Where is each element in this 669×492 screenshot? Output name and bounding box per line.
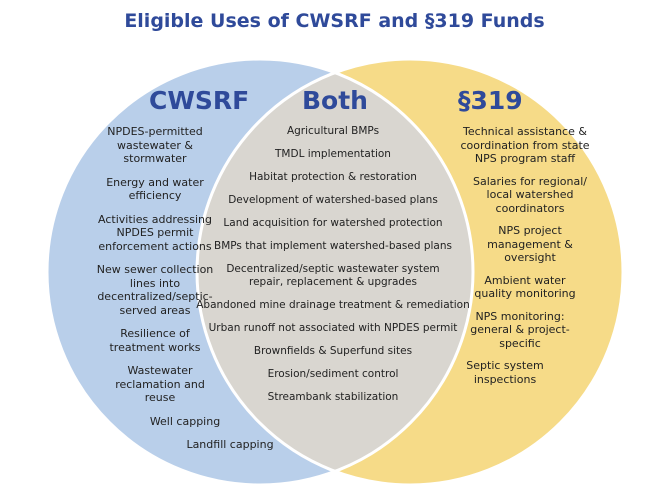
cwsrf-item: New sewer collection lines into decentra… [96, 263, 214, 317]
cwsrf-heading: CWSRF [149, 86, 250, 115]
s319-item: Ambient water quality monitoring [474, 273, 576, 301]
both-item: TMDL implementation [275, 148, 391, 160]
both-item: Streambank stabilization [267, 391, 399, 403]
s319-heading: §319 [458, 86, 523, 115]
s319-list: Technical assistance & coordination from… [455, 125, 605, 395]
cwsrf-item: Energy and water efficiency [106, 175, 204, 203]
both-item: Agricultural BMPs [286, 125, 380, 137]
both-item: Abandoned mine drainage treatment & reme… [196, 299, 470, 311]
s319-item: NPS project management & oversight [487, 224, 573, 264]
s319-item: Salaries for regional/ local watershed c… [472, 174, 587, 215]
both-item: Erosion/sediment control [267, 368, 399, 380]
cwsrf-item: Activities addressing NPDES permit enfor… [98, 212, 212, 253]
both-item: Development of watershed-based plans [228, 194, 438, 206]
both-item: Decentralized/septic wastewater system r… [226, 263, 440, 288]
diagram-title: Eligible Uses of CWSRF and §319 Funds [124, 10, 545, 32]
s319-outline [195, 57, 625, 487]
cwsrf-item: Well capping [149, 414, 221, 428]
both-item: Land acquisition for watershed protectio… [223, 217, 443, 229]
both-item: BMPs that implement watershed-based plan… [214, 240, 452, 252]
cwsrf-list: NPDES-permitted wastewater & stormwater … [60, 125, 274, 462]
both-heading: Both [302, 86, 368, 115]
s319-item: NPS monitoring: general & project-specif… [470, 309, 570, 350]
cwsrf-item: Wastewater reclamation and reuse [115, 364, 205, 404]
s319-item: Technical assistance & coordination from… [460, 125, 590, 165]
both-item: Urban runoff not associated with NPDES p… [208, 322, 458, 334]
both-item: Habitat protection & restoration [249, 171, 417, 183]
cwsrf-item: NPDES-permitted wastewater & stormwater [107, 125, 203, 165]
both-list: Agricultural BMPs TMDL implementation Ha… [195, 125, 471, 414]
s319-item: Septic system inspections [466, 359, 544, 386]
both-item: Brownfields & Superfund sites [253, 345, 413, 357]
both-overlap [197, 59, 473, 485]
cwsrf-item: Resilience of treatment works [109, 327, 201, 354]
cwsrf-outline [45, 57, 475, 487]
cwsrf-item: Landfill capping [186, 438, 274, 451]
